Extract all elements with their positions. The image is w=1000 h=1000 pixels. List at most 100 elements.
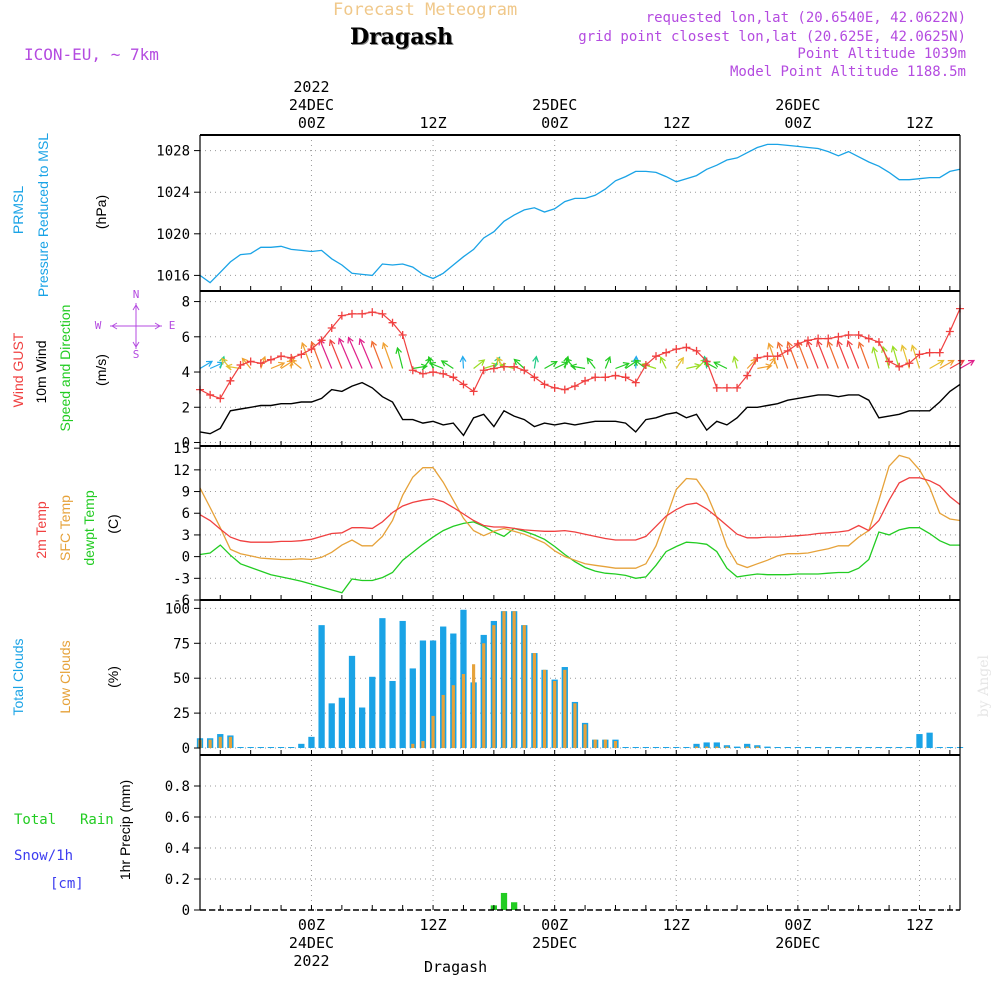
total-cloud-bar (419, 640, 427, 749)
low-cloud-bar (431, 715, 435, 749)
wind-arrow-head (881, 345, 888, 353)
y-tick-label: 0 (182, 741, 190, 757)
wind-direction-arrow (301, 342, 313, 369)
wind-arrow-head (220, 357, 228, 365)
gust-marker (895, 362, 904, 371)
wind-direction-arrow (311, 341, 323, 369)
gust-marker (256, 359, 265, 368)
wind-direction-arrow (837, 340, 850, 369)
low-cloud-bar (705, 746, 709, 749)
wind-direction-arrow (675, 357, 684, 369)
low-cloud-bar (411, 743, 415, 749)
low-cloud-bar (745, 746, 749, 749)
wind-arrow-head (428, 361, 436, 369)
compass-cross (110, 303, 162, 349)
wind-arrow-head (513, 358, 521, 366)
total-cloud-bar (896, 747, 903, 749)
rain-bar (510, 902, 518, 910)
time-label-top: 00Z (784, 114, 811, 132)
wind-arrow-head (677, 356, 684, 364)
total-cloud-bar (916, 734, 923, 749)
low-cloud-bar (694, 746, 699, 749)
total-cloud-bar (683, 747, 690, 749)
gust-marker (277, 352, 286, 361)
low-cloud-bar (522, 625, 526, 749)
wind-direction-arrow (949, 359, 965, 370)
wind-direction-arrow (787, 341, 799, 369)
total-cloud-bar (764, 746, 771, 749)
total-cloud-bar (257, 747, 264, 749)
total-cloud-bar (247, 747, 254, 749)
total-cloud-bar (318, 625, 325, 749)
y-tick-label: 25 (173, 706, 190, 722)
wind-direction-arrow (827, 341, 839, 369)
low-cloud-bar (542, 669, 547, 749)
compass-w: W (95, 319, 102, 332)
precip-labels: Total Rain Snow/1h [cm] 1hr Precip (mm) (14, 780, 133, 892)
wind-arrow-head (910, 344, 918, 352)
precip-label-snow: Snow/1h (14, 848, 73, 864)
wind-direction-arrow (270, 362, 285, 370)
temp-label-dewpt: dewpt Temp (81, 490, 97, 565)
time-label-bottom: 2022 (293, 952, 329, 970)
gust-marker (621, 373, 630, 382)
wind-arrow-head (427, 355, 434, 364)
low-cloud-bar (532, 653, 536, 749)
low-cloud-bar (593, 739, 597, 749)
wind-direction-arrow (209, 362, 224, 370)
time-label-top: 12Z (906, 114, 933, 132)
wind-direction-arrow (615, 362, 629, 370)
total-cloud-bar (662, 747, 670, 749)
total-cloud-bar (308, 736, 315, 749)
gust-marker (885, 357, 894, 366)
total-cloud-bar (399, 620, 406, 749)
precip-label-snow-unit: [cm] (50, 876, 84, 892)
gust-marker (773, 352, 782, 361)
wind-arrow-head (857, 341, 865, 349)
wind-speed-line (199, 381, 961, 437)
total-cloud-bar (713, 742, 720, 749)
gust-marker (540, 380, 549, 389)
gust-marker (429, 368, 438, 377)
y-tick-label: 75 (173, 636, 190, 652)
precip-axis-label: 1hr Precip (mm) (117, 780, 133, 880)
low-cloud-bar (603, 739, 607, 749)
rain-bar (500, 892, 508, 910)
wind-direction-arrow (882, 346, 890, 369)
wind-labels: Wind GUST 10m Wind Speed and Direction (… (10, 305, 109, 432)
wind-arrow-head (937, 359, 945, 366)
wind-direction-arrow (959, 359, 975, 370)
total-cloud-bar (369, 676, 376, 749)
gust-marker (682, 343, 691, 352)
y-tick-label: 0.6 (165, 810, 190, 826)
wind-direction-arrow (359, 338, 373, 369)
total-cloud-bar (348, 655, 356, 749)
total-cloud-bar (885, 747, 893, 749)
gust-marker (266, 355, 275, 364)
low-cloud-bar (492, 625, 496, 749)
time-label-bottom: 26DEC (775, 934, 820, 952)
wind-direction-arrow (570, 365, 586, 370)
total-cloud-bar (946, 747, 954, 749)
low-cloud-bar (502, 611, 506, 749)
precip-label-rain: Rain (80, 812, 114, 828)
wind-direction-arrow (939, 359, 955, 370)
low-cloud-bar (208, 739, 212, 749)
compass-n: N (133, 288, 140, 301)
wind-arrow-head (241, 357, 249, 365)
wind-arrow-head (496, 356, 503, 364)
gust-marker (368, 308, 377, 317)
wind-direction-arrow (199, 360, 213, 370)
wind-direction-arrow (872, 347, 880, 369)
wind-arrow-head (732, 355, 739, 363)
gust-marker (439, 369, 448, 378)
wind-arrow-head (776, 341, 784, 349)
time-label-top: 00Z (298, 114, 325, 132)
total-cloud-bar (409, 668, 416, 749)
wind-direction-arrow (858, 342, 870, 369)
cloud-label-low: Low Clouds (57, 640, 73, 713)
wind-arrow-head (604, 355, 612, 364)
wind-compass: N W E S (95, 288, 176, 361)
low-cloud-bar (451, 685, 455, 749)
gust-marker (763, 352, 772, 361)
